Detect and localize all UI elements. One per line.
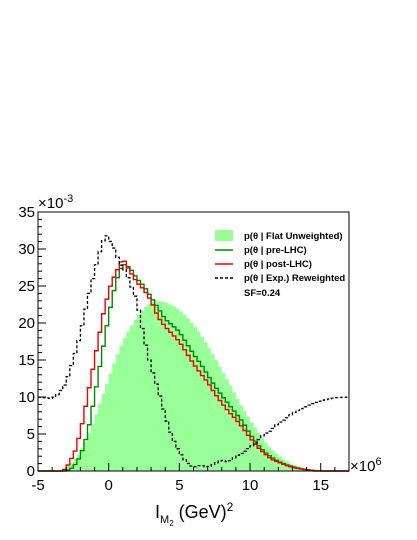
y-tick-label: 10 (18, 389, 35, 406)
legend-label-exp: p(θ | Exp.) Reweighted (244, 273, 345, 284)
x-exponent-label: ×106 (350, 456, 382, 475)
x-tick-label: 15 (312, 477, 329, 494)
legend-label-pre-lhc: p(θ | pre-LHC) (244, 245, 307, 256)
x-axis-label: IM2 (GeV)2 (155, 500, 234, 528)
x-tick-label: 5 (175, 477, 183, 494)
y-tick-label: 35 (18, 204, 35, 221)
y-tick-label: 30 (18, 241, 35, 258)
y-tick-label: 25 (18, 278, 35, 295)
x-tick-label: 10 (242, 477, 259, 494)
x-tick-label: -5 (31, 477, 44, 494)
legend-note-sf: SF=0.24 (244, 288, 281, 299)
y-tick-label: 15 (18, 352, 35, 369)
y-tick-label: 0 (27, 463, 35, 480)
legend-label-post-lhc: p(θ | post-LHC) (244, 259, 312, 270)
y-tick-label: 5 (27, 426, 35, 443)
y-exponent-label: ×10-3 (38, 193, 73, 212)
legend-label-flat: p(θ | Flat Unweighted) (244, 231, 343, 242)
y-tick-label: 20 (18, 315, 35, 332)
legend-swatch-flat (215, 230, 233, 241)
series-flat-histogram (38, 301, 349, 471)
legend: p(θ | Flat Unweighted) p(θ | pre-LHC) p(… (215, 230, 345, 299)
series-post-lhc-histogram (38, 260, 349, 472)
x-tick-label: 0 (105, 477, 113, 494)
